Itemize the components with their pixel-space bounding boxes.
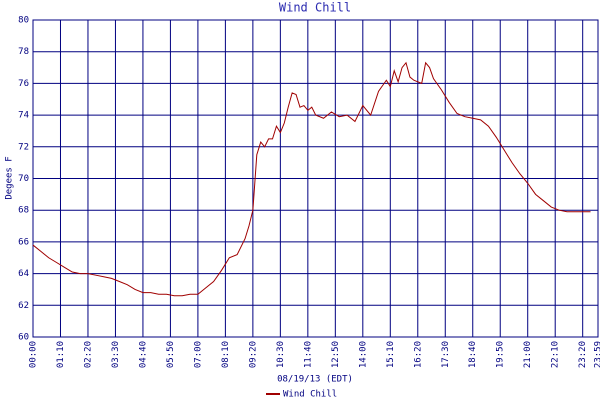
y-tick-label: 60	[18, 333, 29, 343]
y-tick-label: 72	[18, 142, 29, 152]
x-axis-label: 08/19/13 (EDT)	[277, 375, 353, 385]
x-tick-label: 22:10	[551, 341, 561, 368]
y-tick-label: 78	[18, 47, 29, 57]
x-tick-label: 21:00	[523, 341, 533, 368]
x-tick-label: 10:30	[276, 341, 286, 368]
y-tick-label: 62	[18, 301, 29, 311]
x-tick-label: 01:10	[56, 341, 66, 368]
y-tick-label: 70	[18, 174, 29, 184]
x-tick-label: 05:50	[166, 341, 176, 368]
y-tick-label: 64	[18, 269, 29, 279]
x-tick-label: 14:00	[358, 341, 368, 368]
y-tick-label: 68	[18, 206, 29, 216]
y-tick-label: 66	[18, 237, 29, 247]
x-tick-label: 09:20	[248, 341, 258, 368]
y-tick-label: 80	[18, 16, 29, 26]
x-tick-label: 23:20	[578, 341, 588, 368]
x-tick-label: 18:40	[468, 341, 478, 368]
y-tick-label: 74	[18, 111, 29, 121]
x-tick-label: 17:30	[441, 341, 451, 368]
legend-label: Wind Chill	[283, 390, 337, 400]
x-tick-label: 00:00	[29, 341, 39, 368]
x-tick-label: 07:00	[193, 341, 203, 368]
x-tick-label: 19:50	[496, 341, 506, 368]
chart-title: Wind Chill	[279, 1, 351, 15]
x-tick-label: 16:20	[413, 341, 423, 368]
x-tick-label: 12:50	[331, 341, 341, 368]
x-tick-label: 02:20	[83, 341, 93, 368]
y-tick-label: 76	[18, 79, 29, 89]
data-line	[32, 61, 591, 297]
x-tick-label: 08:10	[221, 341, 231, 368]
x-tick-label: 03:30	[111, 341, 121, 368]
x-tick-label: 15:10	[386, 341, 396, 368]
x-tick-label: 04:40	[138, 341, 148, 368]
x-tick-label: 23:59	[594, 341, 600, 368]
y-axis-label: Degees F	[5, 156, 15, 199]
x-tick-label: 11:40	[303, 341, 313, 368]
